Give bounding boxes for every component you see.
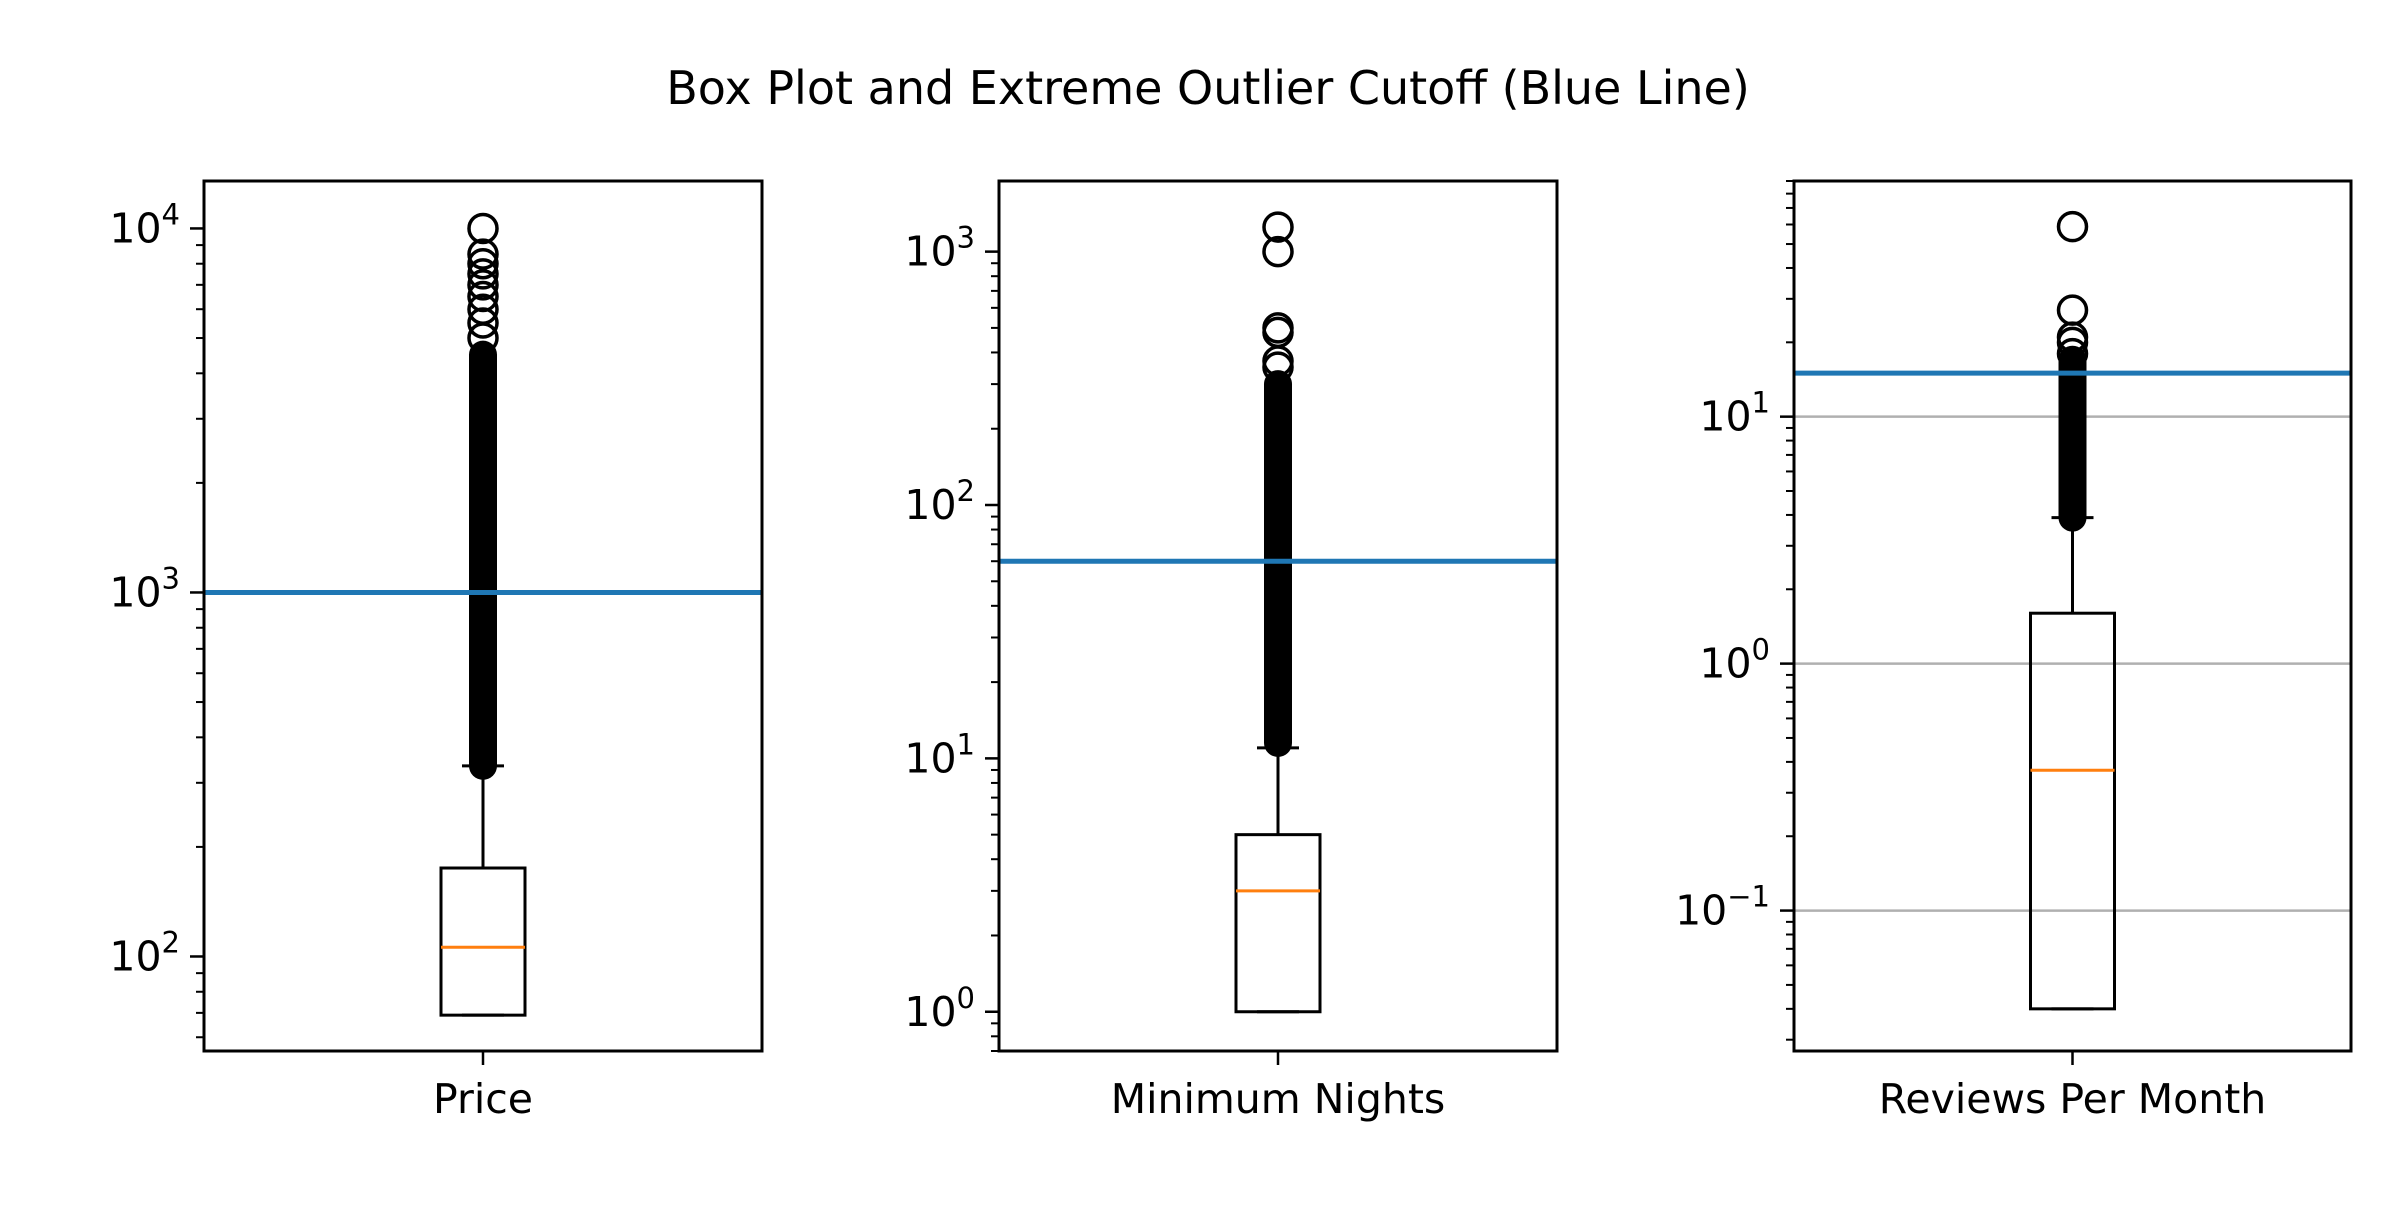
y-tick-label: 101 [1699, 386, 1770, 441]
panel-0: 102 103 104 Price [109, 179, 764, 1123]
x-tick-label: Minimum Nights [1111, 1075, 1446, 1123]
outlier-point [467, 293, 499, 325]
outlier-point [1262, 312, 1294, 344]
chart-title: Box Plot and Extreme Outlier Cutoff (Blu… [666, 61, 1750, 115]
outlier-point [467, 247, 499, 280]
box-iqr [1234, 833, 1322, 1014]
y-tick-label: 104 [109, 197, 180, 252]
outlier-point [1262, 235, 1294, 268]
y-tick-label: 102 [904, 474, 975, 529]
box-iqr [439, 866, 527, 1017]
y-tick-label: 103 [904, 221, 975, 276]
plot-area [999, 211, 1557, 1014]
outlier-point [467, 258, 499, 290]
panels: 102 103 104 Price 100 101 102 103 Minimum Nights… [109, 179, 2353, 1123]
outlier-point [467, 280, 499, 313]
plot-area [204, 212, 762, 1017]
y-tick-label: 102 [109, 925, 180, 980]
outlier-point [467, 238, 499, 270]
outlier-point [1262, 211, 1294, 243]
plot-area [1794, 210, 2351, 1011]
y-tick-label: 100 [1699, 633, 1770, 688]
outlier-point [2056, 210, 2089, 243]
outlier-band [2058, 345, 2087, 532]
outlier-point [467, 269, 499, 301]
y-tick-label: 10−1 [1675, 880, 1770, 935]
y-tick-label: 103 [109, 561, 180, 616]
axes-frame [1792, 179, 2353, 1053]
y-tick-label: 101 [904, 727, 975, 782]
box-iqr [2029, 611, 2116, 1011]
outlier-point [2056, 294, 2089, 326]
x-tick-label: Price [433, 1075, 533, 1123]
panel-1: 100 101 102 103 Minimum Nights [904, 179, 1559, 1123]
outlier-point [467, 212, 499, 245]
outlier-point [2056, 337, 2089, 370]
panel-2: 10−1 100 101 Reviews Per Month [1675, 179, 2353, 1123]
y-tick-label: 100 [904, 981, 975, 1036]
outlier-band [469, 340, 497, 780]
x-tick-label: Reviews Per Month [1879, 1075, 2267, 1123]
